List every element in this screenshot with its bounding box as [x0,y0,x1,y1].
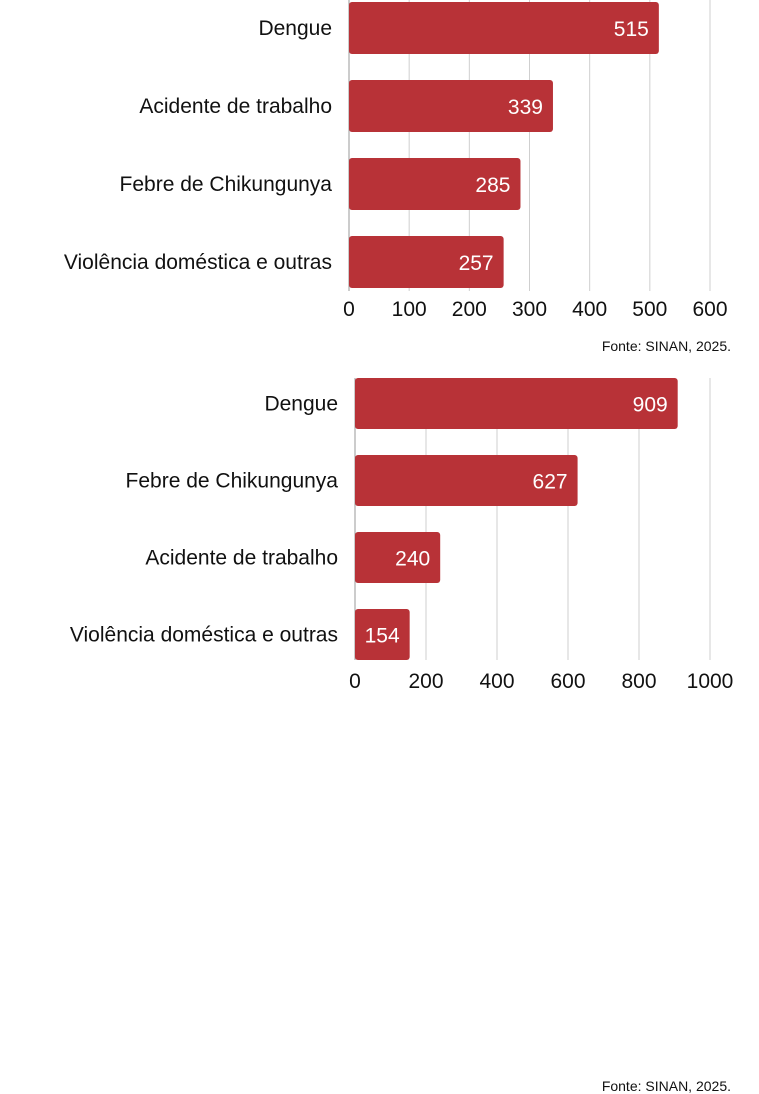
x-tick-label: 600 [550,670,585,693]
bar-value-label: 257 [459,252,494,275]
bar-value-label: 515 [614,18,649,41]
x-tick-label: 400 [479,670,514,693]
category-label: Dengue [264,393,338,416]
x-tick-label: 300 [512,298,547,321]
bar [355,609,410,660]
x-tick-label: 200 [408,670,443,693]
x-tick-label: 100 [392,298,427,321]
bar-chart-1: 515 Dengue 339 Acidente de trabalho 285 Febre… [0,0,759,365]
bar-value-label: 285 [475,174,510,197]
x-tick-label: 0 [343,298,355,321]
bar [355,378,678,429]
bar-value-label: 339 [508,96,543,119]
bar-value-label: 240 [395,548,430,571]
category-label: Dengue [258,17,332,40]
bar [349,2,659,54]
bar [349,236,504,288]
bar [349,158,521,210]
bar-value-label: 909 [633,394,668,417]
bar-chart-2-svg: 909 Dengue 627 Febre de Chikungunya 240 Acide… [70,378,734,693]
x-tick-label: 800 [621,670,656,693]
x-tick-label: 600 [692,298,727,321]
bar [355,532,441,583]
x-tick-label: 1000 [687,670,734,693]
x-tick-label: 0 [349,670,361,693]
source-note: Fonte: SINAN, 2025. [601,338,731,354]
category-label: Febre de Chikungunya [126,470,339,493]
category-label: Violência doméstica e outras [70,624,338,647]
bar-value-label: 154 [365,625,400,648]
category-label: Violência doméstica e outras [64,251,332,274]
x-tick-label: 400 [572,298,607,321]
category-label: Acidente de trabalho [145,547,338,570]
bar [349,80,553,132]
bar [355,455,578,506]
x-tick-label: 500 [632,298,667,321]
bar-chart-2: 909 Dengue 627 Febre de Chikungunya 240 Acide… [0,370,759,1094]
x-tick-label: 200 [452,298,487,321]
category-label: Acidente de trabalho [139,95,332,118]
source-note: Fonte: SINAN, 2025. [601,1078,731,1094]
bar-chart-1-svg: 515 Dengue 339 Acidente de trabalho 285 Febre… [64,0,728,321]
bar-value-label: 627 [533,471,568,494]
category-label: Febre de Chikungunya [120,173,333,196]
